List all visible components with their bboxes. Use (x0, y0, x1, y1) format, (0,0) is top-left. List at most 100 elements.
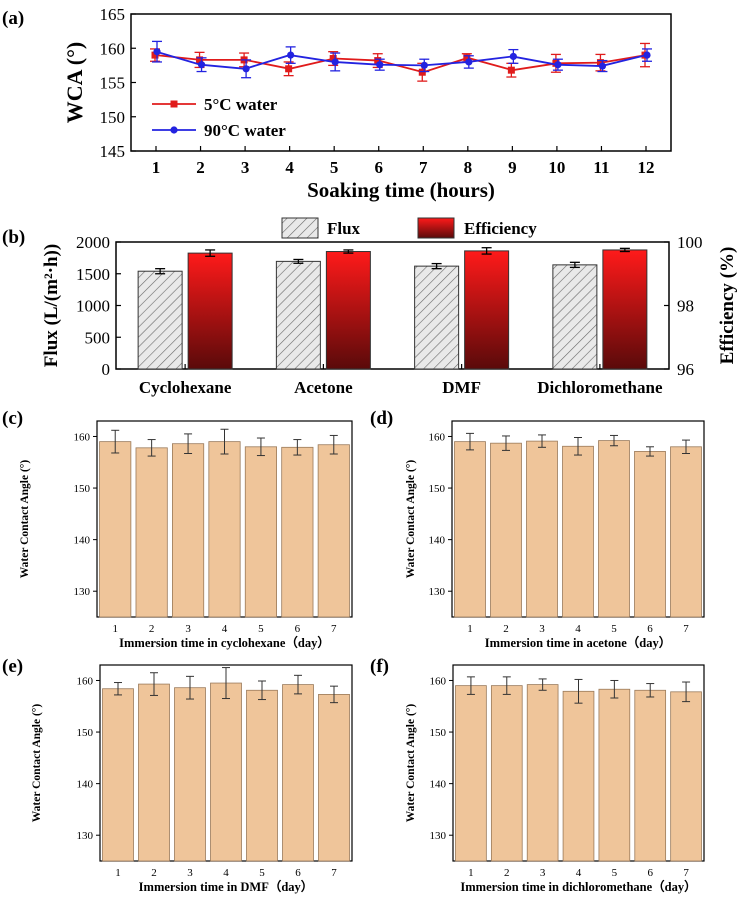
wca-acetone-bar-chart: 130 140 150 160 1 2 3 4 5 6 7 Immersion time in ace… (405, 420, 705, 650)
data-point-circle (287, 51, 295, 59)
y2-tick-label: 98 (677, 297, 694, 316)
y-axis-title: WCA (°) (62, 42, 87, 124)
data-point-square (463, 54, 471, 62)
wca-bar (174, 687, 206, 862)
wca-bar (138, 683, 170, 862)
legend-efficiency-label: Efficiency (464, 219, 537, 238)
data-point-circle (376, 61, 384, 69)
y-tick-label: 130 (430, 830, 447, 842)
efficiency-bar (602, 249, 648, 370)
efficiency-bar (187, 252, 233, 370)
data-point-circle (598, 62, 607, 70)
data-point-square (418, 68, 426, 76)
y-tick-label: 130 (429, 586, 446, 598)
x-tick-label: 1 (115, 867, 121, 879)
wca-bar (634, 451, 666, 618)
x-tick-label: Acetone (294, 378, 353, 397)
x-tick-label: 6 (295, 623, 301, 635)
y-axis-title: Water Contact Angle (°) (19, 460, 31, 579)
x-tick-label: 4 (285, 158, 294, 177)
x-tick-label: DMF (442, 378, 481, 397)
wca-bar (135, 447, 168, 618)
y-tick-label: 160 (74, 431, 91, 443)
flux-bar (137, 270, 183, 370)
panel-label-e: (e) (2, 656, 23, 677)
x-tick-label: 4 (222, 623, 228, 635)
wca-bar (670, 446, 702, 618)
y-tick-label: 140 (430, 779, 447, 791)
y-tick-label: 150 (430, 727, 447, 739)
x-tick-label: 9 (508, 158, 517, 177)
data-point-circle (242, 65, 250, 73)
x-tick-label: 6 (374, 158, 383, 177)
panel-label-a: (a) (2, 8, 24, 29)
data-point-square (285, 65, 293, 73)
data-point-circle (509, 52, 517, 61)
x-tick-label: 7 (419, 158, 428, 177)
y-tick-label: 0 (102, 360, 111, 379)
y-tick-label: 150 (429, 483, 446, 495)
y-tick-label: 130 (74, 586, 91, 598)
data-point-circle (465, 58, 473, 66)
x-axis-title: Immersion time in cyclohexane（day） (119, 635, 330, 650)
legend-marker-square (170, 100, 178, 108)
wca-bar (210, 682, 242, 862)
wca-bar (598, 440, 630, 618)
efficiency-bar (325, 251, 371, 370)
x-tick-label: 7 (331, 623, 337, 635)
series-line-5c (155, 54, 647, 74)
wca-bar (526, 440, 558, 618)
x-tick-label: Dichloromethane (537, 378, 663, 397)
x-tick-label: 10 (548, 158, 565, 177)
x-tick-label: 6 (647, 867, 653, 879)
data-point-circle (197, 61, 206, 69)
data-point-square (329, 55, 337, 63)
y2-tick-label: 100 (677, 233, 703, 252)
y-tick-label: 150 (74, 483, 91, 495)
x-tick-label: 4 (223, 867, 229, 879)
legend-flux-label: Flux (327, 219, 361, 238)
wca-bar (246, 689, 278, 862)
wca-bar (454, 441, 486, 618)
wca-bar (281, 446, 314, 618)
flux-bar (552, 264, 598, 370)
y-tick-label: 1000 (76, 297, 110, 316)
data-point-circle (554, 61, 562, 69)
x-tick-label: 7 (331, 867, 337, 879)
x-axis-title: Immersion time in dichloromethane（day） (460, 879, 696, 894)
y-tick-label: 150 (100, 108, 126, 127)
x-axis-title: Immersion time in acetone（day） (485, 635, 671, 650)
x-tick-label: 3 (185, 623, 191, 635)
flux-bar (414, 265, 460, 370)
wca-bar (562, 445, 594, 618)
wca-bar (244, 446, 277, 618)
data-point-square (151, 51, 159, 59)
x-tick-label: 2 (503, 623, 509, 635)
legend-label: 5°C water (204, 95, 278, 114)
x-tick-label: 1 (112, 623, 118, 635)
y-tick-label: 140 (77, 779, 94, 791)
wca-bar (562, 690, 595, 862)
legend-flux-swatch (281, 217, 319, 239)
y2-tick-label: 96 (677, 360, 694, 379)
x-tick-label: 7 (683, 867, 689, 879)
y-tick-label: 1500 (76, 265, 110, 284)
wca-bar (670, 691, 702, 862)
data-point-square (374, 57, 382, 65)
wca-bar (172, 443, 205, 618)
wca-bar (318, 694, 350, 862)
y-tick-label: 130 (77, 830, 94, 842)
efficiency-bar (464, 250, 510, 370)
wca-bar (317, 444, 350, 618)
wca-bar (634, 689, 667, 862)
x-axis-title: Soaking time (hours) (307, 178, 495, 202)
y-tick-label: 150 (77, 727, 94, 739)
x-tick-label: 11 (593, 158, 609, 177)
y-tick-label: 140 (74, 535, 91, 547)
y-tick-label: 145 (100, 142, 126, 161)
panel-label-c: (c) (2, 408, 23, 429)
y-tick-label: 160 (77, 675, 94, 687)
y-tick-label: 160 (430, 675, 447, 687)
wca-bar (598, 688, 631, 862)
